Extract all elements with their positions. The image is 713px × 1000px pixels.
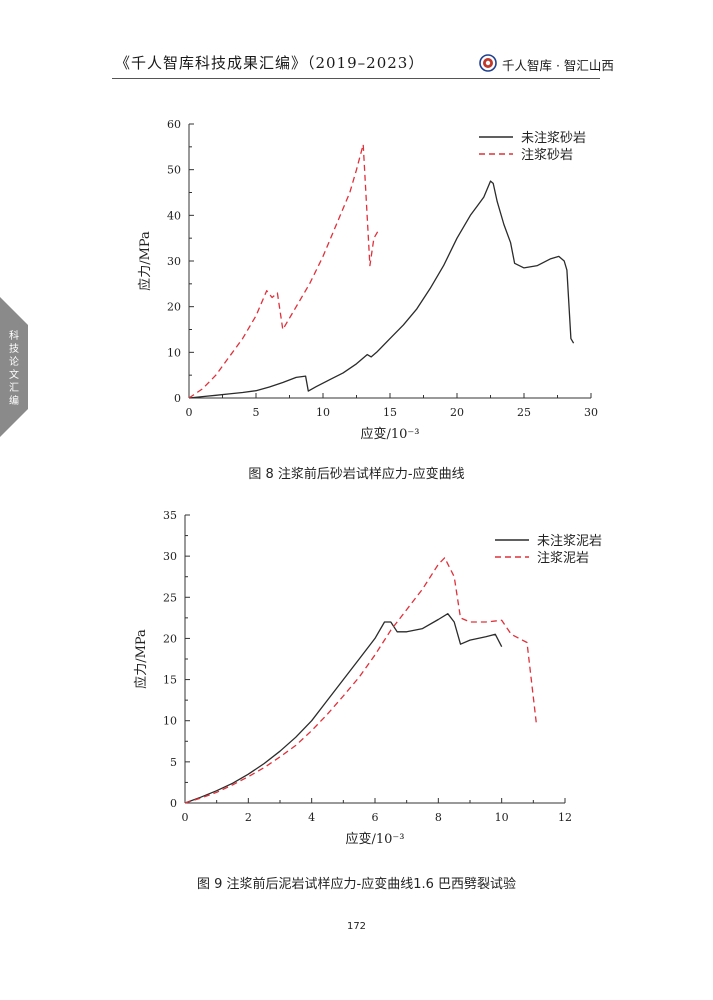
x-tick-label: 20 xyxy=(450,406,464,419)
x-tick-label: 15 xyxy=(383,406,397,419)
side-tab-label: 科技论文汇编 xyxy=(9,331,19,407)
page-number: 172 xyxy=(346,921,367,932)
y-tick-label: 0 xyxy=(170,797,177,810)
x-tick-label: 8 xyxy=(435,811,442,824)
header-divider xyxy=(112,78,600,79)
legend-label: 未注浆泥岩 xyxy=(537,534,602,549)
side-tab xyxy=(0,297,28,437)
y-tick-label: 20 xyxy=(167,301,181,314)
y-tick-label: 50 xyxy=(167,164,181,177)
series-line-dashed xyxy=(184,557,538,804)
legend-label: 未注浆砂岩 xyxy=(521,131,586,146)
y-tick-label: 30 xyxy=(163,550,177,563)
y-tick-label: 60 xyxy=(167,118,181,131)
x-axis-label: 应变/10⁻³ xyxy=(346,831,405,847)
x-tick-label: 2 xyxy=(245,811,252,824)
series-line-solid xyxy=(184,613,503,804)
brand-logo-icon xyxy=(479,54,497,72)
figure-caption-8: 图 8 注浆前后砂岩试样应力-应变曲线 xyxy=(248,467,465,482)
y-tick-label: 10 xyxy=(167,346,181,359)
legend-label: 注浆砂岩 xyxy=(521,148,573,163)
y-tick-label: 40 xyxy=(167,209,181,222)
y-tick-label: 35 xyxy=(163,509,177,522)
figure-caption-9: 图 9 注浆前后泥岩试样应力-应变曲线1.6 巴西劈裂试验 xyxy=(196,877,517,892)
x-tick-label: 0 xyxy=(186,406,193,419)
y-tick-label: 10 xyxy=(163,715,177,728)
legend-label: 注浆泥岩 xyxy=(537,551,589,566)
x-tick-label: 25 xyxy=(517,406,531,419)
x-tick-label: 30 xyxy=(584,406,598,419)
x-tick-label: 0 xyxy=(182,811,189,824)
x-tick-label: 12 xyxy=(558,811,572,824)
x-tick-label: 4 xyxy=(308,811,315,824)
header-brand: 千人智库 · 智汇山西 xyxy=(502,58,614,73)
x-tick-label: 5 xyxy=(253,406,260,419)
y-tick-label: 20 xyxy=(163,632,177,645)
x-tick-label: 10 xyxy=(495,811,509,824)
y-tick-label: 15 xyxy=(163,674,177,687)
y-tick-label: 25 xyxy=(163,591,177,604)
y-tick-label: 30 xyxy=(167,255,181,268)
header-title: 《千人智库科技成果汇编》（2019–2023） xyxy=(115,54,425,72)
y-tick-label: 5 xyxy=(170,756,177,769)
x-axis-label: 应变/10⁻³ xyxy=(361,426,420,442)
series-line-dashed xyxy=(188,143,379,399)
y-tick-label: 0 xyxy=(174,392,181,405)
x-tick-label: 10 xyxy=(316,406,330,419)
x-tick-label: 6 xyxy=(372,811,379,824)
y-axis-label: 应力/MPa xyxy=(133,629,149,689)
y-axis-label: 应力/MPa xyxy=(137,231,153,291)
series-line-solid xyxy=(188,180,575,399)
